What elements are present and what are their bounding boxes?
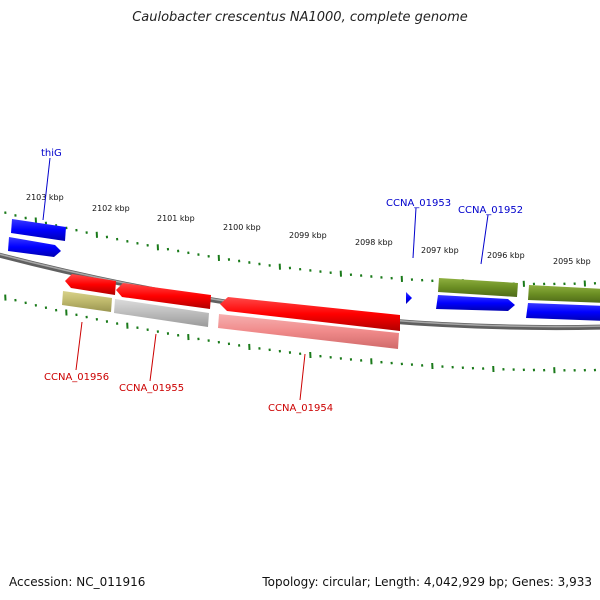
scale-label: 2101 kbp — [157, 214, 195, 223]
accession-label: Accession: NC_011916 — [9, 575, 146, 589]
scale-label: 2103 kbp — [26, 193, 64, 202]
map-title: Caulobacter crescentus NA1000, complete … — [132, 10, 468, 25]
gene-arrow-reverse[interactable] — [116, 283, 211, 309]
gene-arrow-reverse[interactable] — [65, 274, 116, 295]
scale-ring-inner — [4, 294, 597, 374]
gene-cog-reverse[interactable] — [114, 299, 209, 327]
gene-label-ccna-01956[interactable]: CCNA_01956 — [44, 372, 109, 383]
gene-label-leader — [480, 214, 489, 265]
gene-arrow-forward[interactable] — [526, 303, 600, 321]
scale-label: 2097 kbp — [421, 246, 459, 255]
scale-label: 2098 kbp — [355, 238, 393, 247]
gene-arrow-reverse[interactable] — [220, 297, 400, 331]
gene-arrow-forward[interactable] — [406, 292, 412, 304]
scale-label: 2099 kbp — [289, 231, 327, 240]
gene-label-leader — [299, 353, 306, 401]
gene-label-leader — [42, 157, 51, 221]
gene-label-ccna-01952[interactable]: CCNA_01952 — [458, 205, 523, 216]
scale-label: 2102 kbp — [92, 204, 130, 213]
scale-label: 2096 kbp — [487, 251, 525, 260]
gene-cog-forward[interactable] — [438, 278, 518, 297]
gene-label-thiG[interactable]: thiG — [41, 148, 62, 159]
gene-label-ccna-01953[interactable]: CCNA_01953 — [386, 198, 451, 209]
gene-label-ccna-01954[interactable]: CCNA_01954 — [268, 403, 333, 414]
scale-label: 2095 kbp — [553, 257, 591, 266]
gene-label-ccna-01955[interactable]: CCNA_01955 — [119, 383, 184, 394]
gene-arrow-forward[interactable] — [8, 237, 61, 257]
gene-arrow-forward[interactable] — [11, 219, 66, 241]
gene-arrow-forward[interactable] — [436, 295, 515, 311]
gene-cog-forward[interactable] — [528, 285, 600, 303]
gene-cog-reverse[interactable] — [218, 314, 399, 349]
scale-label: 2100 kbp — [223, 223, 261, 232]
genome-summary: Topology: circular; Length: 4,042,929 bp… — [262, 575, 592, 589]
gene-label-leader — [412, 207, 417, 259]
gene-label-leader — [149, 333, 157, 382]
scale-ring-outer — [4, 211, 597, 287]
gene-label-leader — [75, 321, 83, 371]
gene-cog-reverse[interactable] — [62, 291, 112, 312]
